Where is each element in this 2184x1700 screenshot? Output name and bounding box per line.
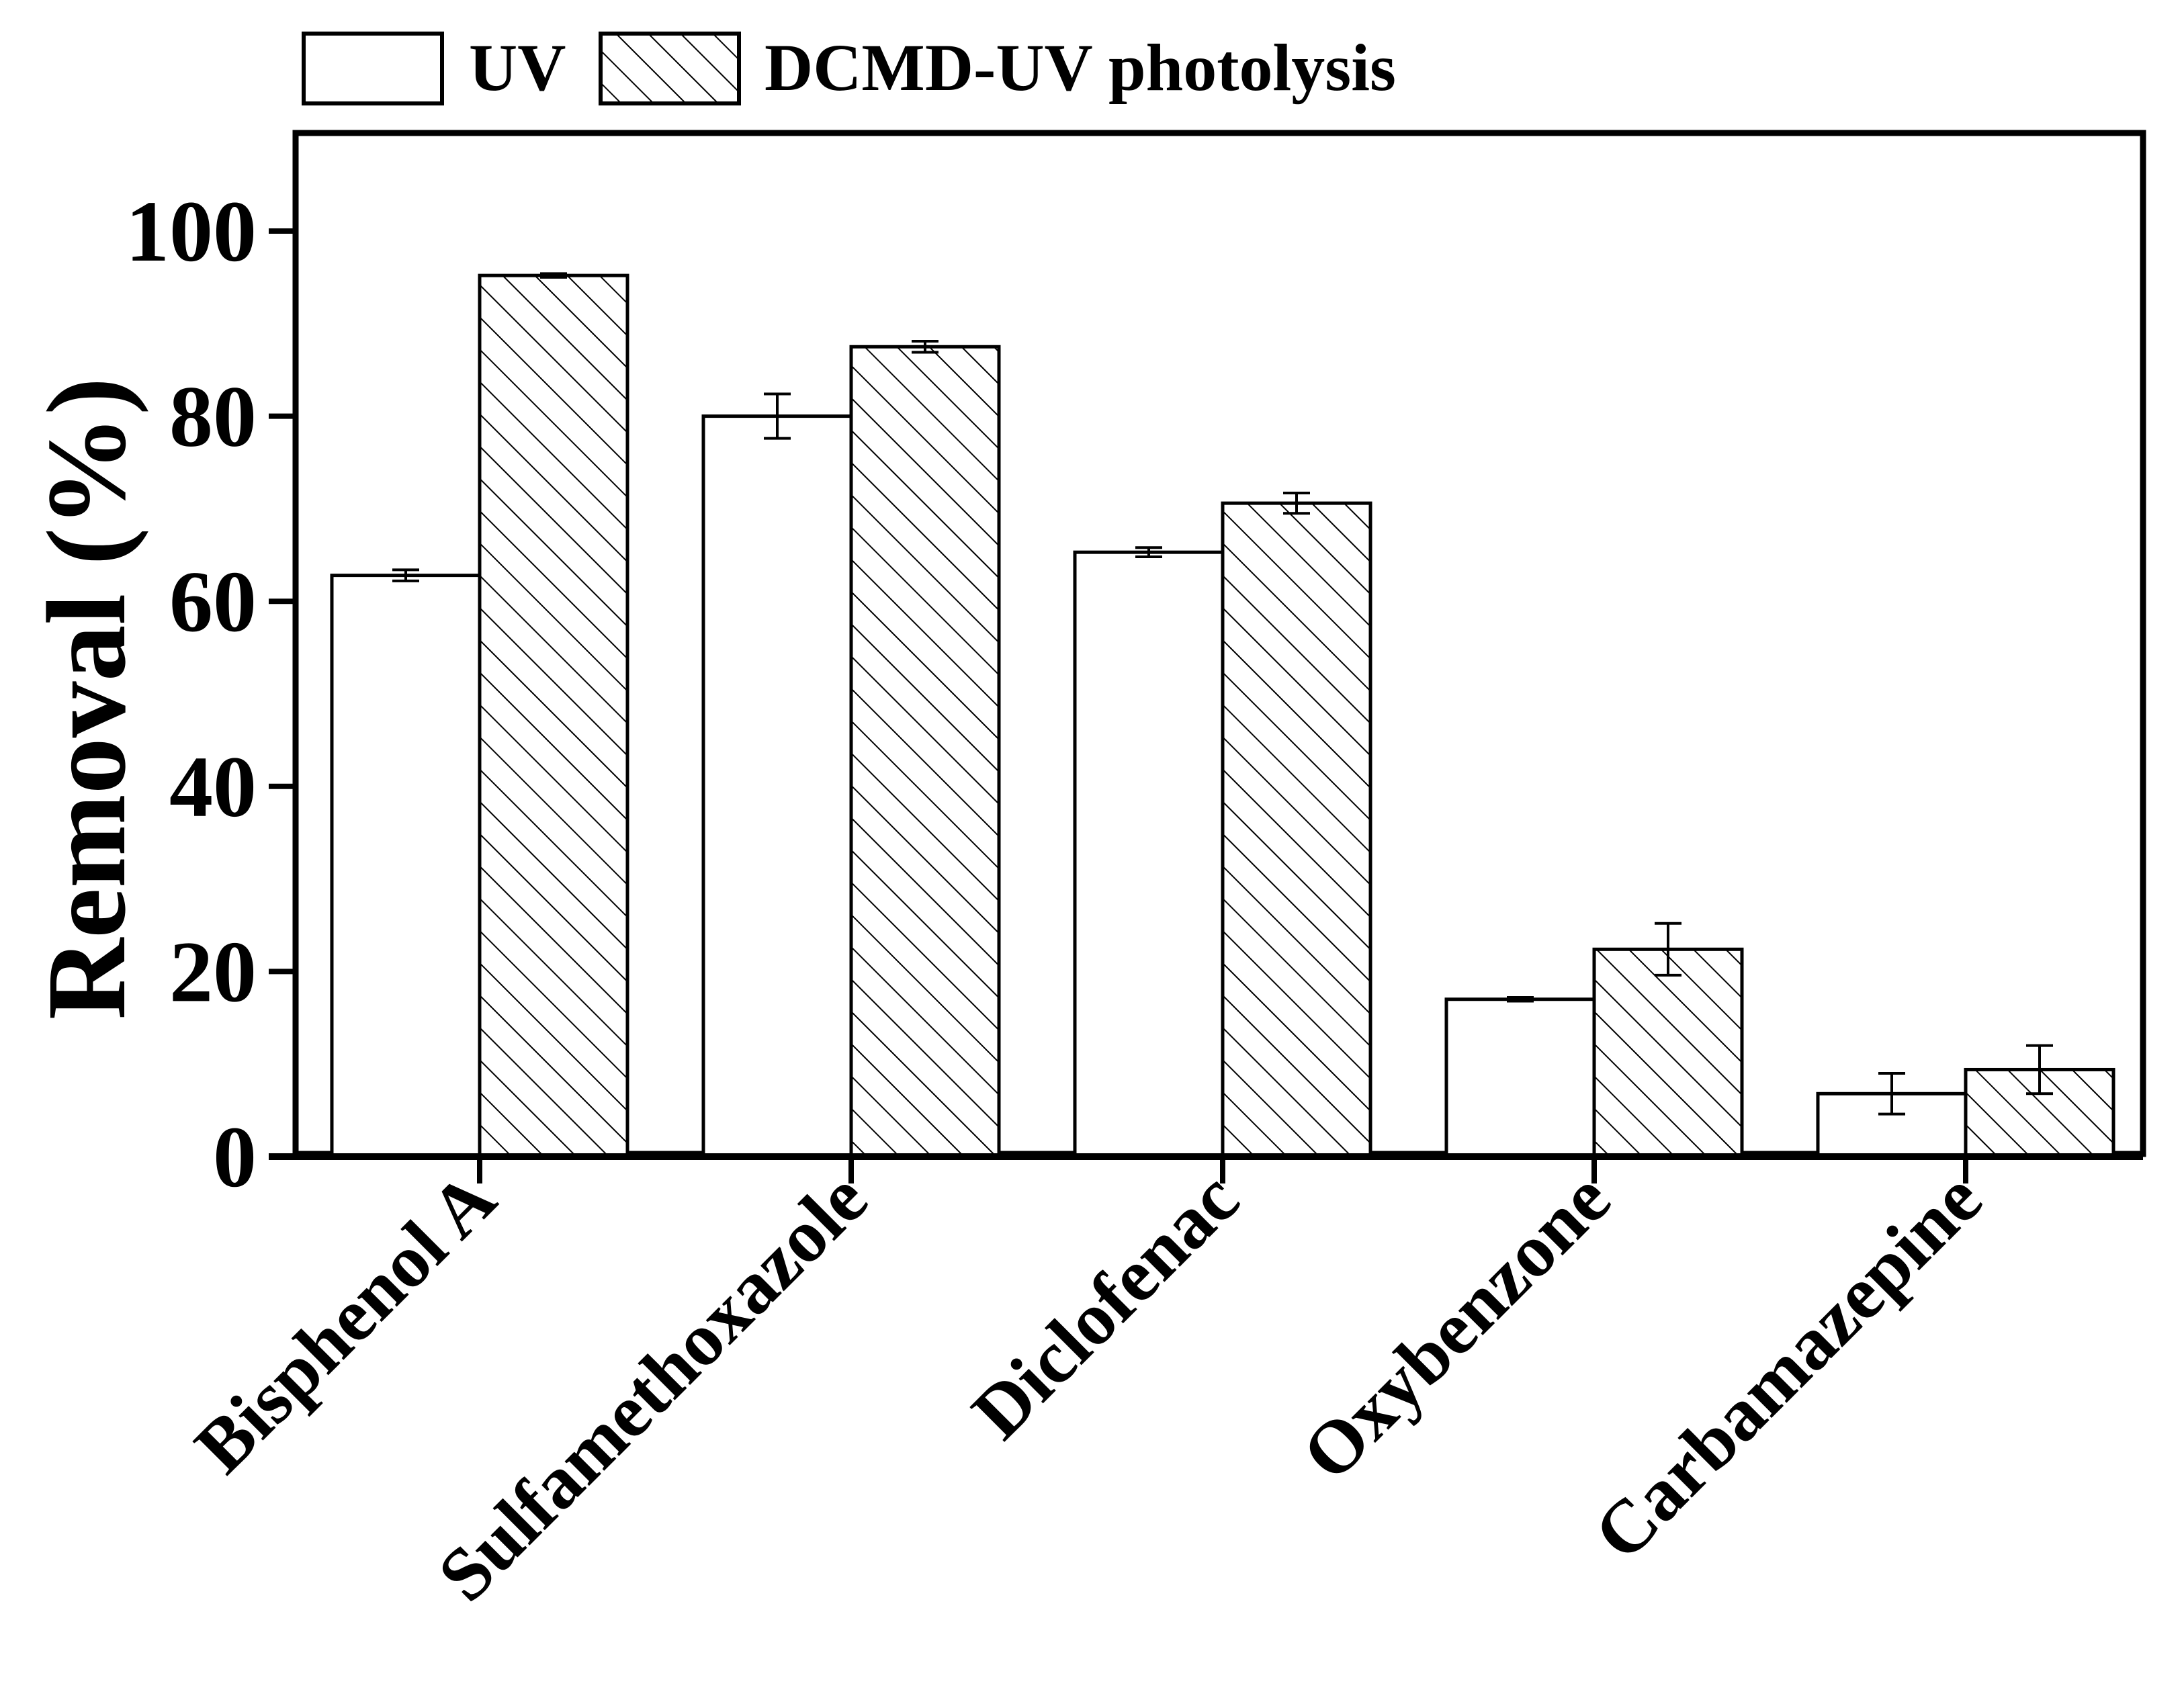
- y-tick-label: 100: [126, 183, 257, 280]
- bar-uv-oxybenzone: [1444, 997, 1596, 1159]
- x-tick-label: Diclofenac: [957, 1157, 1255, 1455]
- bar-uv-bisphenol-a: [330, 574, 482, 1159]
- legend-label-uv: UV: [469, 30, 566, 105]
- y-axis: 0 20 40 60 80 100: [126, 183, 296, 1206]
- error-bar: [1135, 546, 1162, 559]
- legend-swatch-uv: [302, 32, 444, 105]
- legend-swatch-dcmd-uv: [599, 32, 741, 105]
- error-bar: [764, 392, 791, 440]
- y-axis-title: Removal (%): [24, 377, 149, 1020]
- bar-dcmd-uv-diclofenac: [1221, 501, 1372, 1159]
- legend-item-dcmd-uv: DCMD-UV photolysis: [599, 30, 1396, 105]
- bars: [330, 273, 2115, 1159]
- x-tick-label: Carbamazepine: [1578, 1157, 1997, 1576]
- error-bar: [1878, 1071, 1905, 1116]
- bar-dcmd-uv-bisphenol-a: [478, 273, 629, 1159]
- legend: UV DCMD-UV photolysis: [302, 30, 1396, 105]
- y-tick-label: 0: [213, 1109, 257, 1206]
- y-tick-label: 40: [169, 739, 257, 836]
- error-bar: [912, 339, 938, 354]
- bar-dcmd-uv-oxybenzone: [1592, 947, 1744, 1159]
- error-bar: [1283, 491, 1310, 515]
- error-bar: [392, 568, 419, 582]
- y-tick-label: 20: [169, 924, 257, 1020]
- x-tick-label: Bisphenol A: [179, 1157, 512, 1489]
- legend-label-dcmd-uv: DCMD-UV photolysis: [765, 30, 1396, 105]
- bar-uv-diclofenac: [1073, 550, 1225, 1159]
- bar-uv-sulfamethoxazole: [701, 414, 853, 1159]
- legend-item-uv: UV: [302, 30, 566, 105]
- error-bar: [540, 272, 567, 279]
- error-bars: [392, 272, 2053, 1116]
- bar-dcmd-uv-sulfamethoxazole: [849, 345, 1001, 1159]
- error-bar: [1655, 922, 1681, 977]
- error-bar: [2026, 1044, 2053, 1095]
- y-tick-label: 80: [169, 369, 257, 465]
- error-bar: [1507, 995, 1534, 1003]
- x-tick-label: Oxybenzone: [1286, 1157, 1626, 1496]
- y-tick-label: 60: [169, 553, 257, 650]
